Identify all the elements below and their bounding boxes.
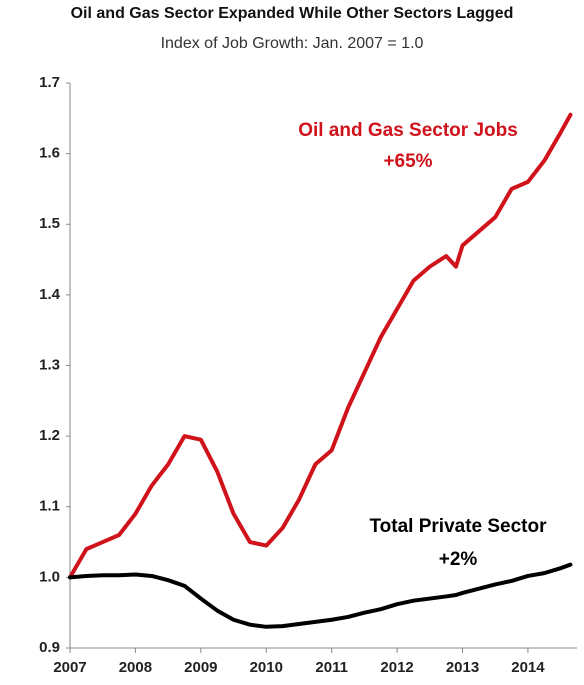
y-tick-label: 1.1 (39, 498, 60, 515)
x-tick-label: 2010 (250, 659, 283, 676)
y-tick-label: 1.6 (39, 145, 60, 162)
x-tick-label: 2007 (53, 659, 86, 676)
annotation: +65% (383, 151, 432, 172)
y-tick-label: 1.0 (39, 568, 60, 585)
series-label: Total Private Sector (369, 516, 547, 537)
y-tick-label: 1.5 (39, 215, 60, 232)
chart-title: Oil and Gas Sector Expanded While Other … (71, 5, 514, 22)
annotation: +2% (439, 549, 478, 570)
x-tick-label: 2008 (119, 659, 152, 676)
y-tick-label: 1.4 (39, 286, 61, 303)
y-tick-label: 1.7 (39, 74, 60, 91)
x-tick-label: 2014 (511, 659, 545, 676)
chart-subtitle: Index of Job Growth: Jan. 2007 = 1.0 (161, 35, 424, 52)
y-tick-label: 1.2 (39, 427, 60, 444)
x-tick-label: 2012 (380, 659, 413, 676)
y-tick-label: 0.9 (39, 639, 60, 656)
x-tick-label: 2013 (446, 659, 479, 676)
y-tick-label: 1.3 (39, 356, 60, 373)
series-label: Oil and Gas Sector Jobs (298, 120, 518, 141)
x-tick-label: 2011 (315, 659, 348, 676)
series-line (68, 112, 573, 580)
x-tick-label: 2009 (184, 659, 217, 676)
series-line (68, 562, 573, 629)
